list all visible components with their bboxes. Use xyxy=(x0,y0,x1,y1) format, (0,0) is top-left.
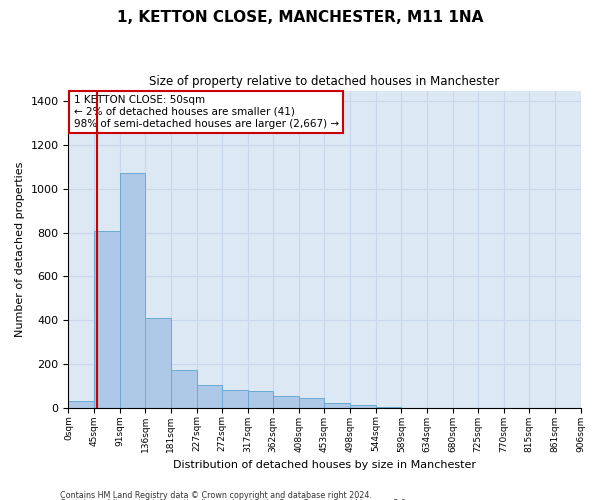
X-axis label: Distribution of detached houses by size in Manchester: Distribution of detached houses by size … xyxy=(173,460,476,470)
Y-axis label: Number of detached properties: Number of detached properties xyxy=(15,162,25,337)
Title: Size of property relative to detached houses in Manchester: Size of property relative to detached ho… xyxy=(149,75,500,88)
Bar xyxy=(299,398,325,407)
Text: 1, KETTON CLOSE, MANCHESTER, M11 1NA: 1, KETTON CLOSE, MANCHESTER, M11 1NA xyxy=(117,10,483,25)
Bar xyxy=(145,318,171,408)
Bar xyxy=(171,370,197,408)
Bar xyxy=(120,172,145,408)
Bar xyxy=(197,384,222,407)
Bar xyxy=(222,390,248,407)
Bar xyxy=(376,406,401,408)
Bar xyxy=(273,396,299,407)
Bar xyxy=(68,401,94,407)
Bar xyxy=(350,406,376,407)
Text: Contains HM Land Registry data © Crown copyright and database right 2024.: Contains HM Land Registry data © Crown c… xyxy=(60,490,372,500)
Bar xyxy=(325,404,350,407)
Bar xyxy=(94,230,120,408)
Text: Contains public sector information licensed under the Open Government Licence v3: Contains public sector information licen… xyxy=(60,499,409,500)
Text: 1 KETTON CLOSE: 50sqm
← 2% of detached houses are smaller (41)
98% of semi-detac: 1 KETTON CLOSE: 50sqm ← 2% of detached h… xyxy=(74,96,338,128)
Bar xyxy=(248,392,273,407)
